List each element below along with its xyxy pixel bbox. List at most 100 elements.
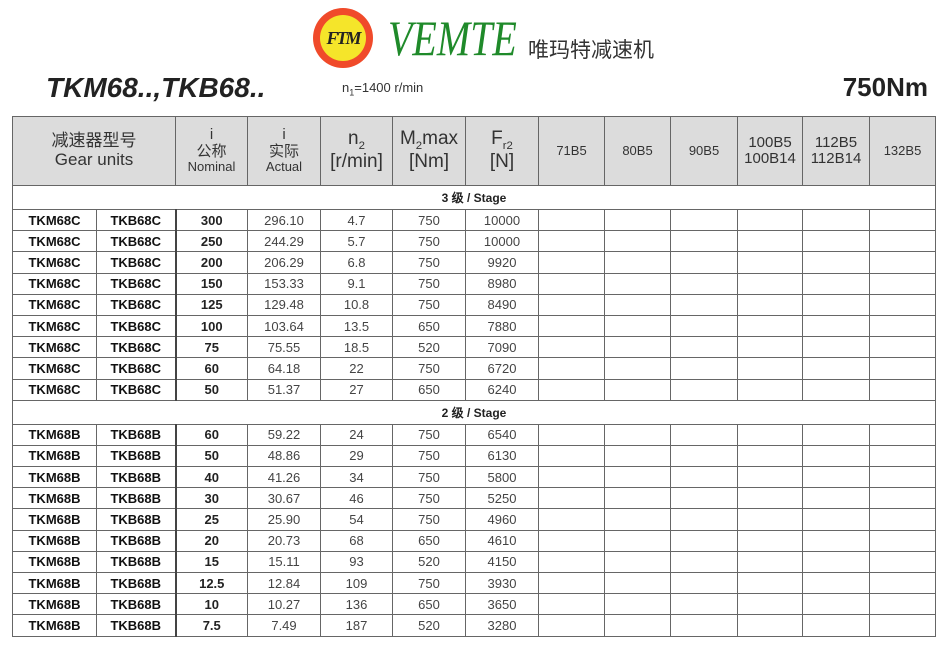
table-row: TKM68B TKB68B 7.5 7.49 187 520 3280 — [12, 614, 936, 637]
ratio-nominal: 250 — [174, 230, 248, 253]
max-torque: 750 — [392, 357, 466, 380]
motor-adapter-cell — [670, 571, 738, 595]
motor-adapter-cell — [737, 272, 803, 295]
max-torque: 750 — [392, 571, 466, 595]
radial-force: 4150 — [465, 550, 539, 574]
logo-mark: FTM — [326, 27, 361, 48]
table-row: TKM68C TKB68C 300 296.10 4.7 750 10000 — [12, 208, 936, 232]
motor-adapter-cell — [737, 614, 803, 637]
motor-adapter-cell — [737, 314, 803, 338]
motor-adapter-cell — [869, 314, 936, 338]
table-row: TKM68C TKB68C 125 129.48 10.8 750 8490 — [12, 293, 936, 316]
max-torque: 650 — [392, 593, 466, 616]
motor-adapter-cell — [802, 593, 870, 616]
col-112b5: 112B5 112B14 — [802, 116, 870, 186]
output-speed: 54 — [320, 508, 393, 531]
model-tkm: TKM68B — [12, 444, 97, 468]
ratio-nominal: 10 — [174, 593, 248, 616]
col-i-nominal: i 公称 Nominal — [175, 116, 248, 186]
ratio-actual: 244.29 — [247, 230, 321, 253]
stage-header-row: 3 级 / Stage — [12, 185, 936, 210]
output-speed: 187 — [320, 614, 393, 637]
ratio-actual: 129.48 — [247, 293, 321, 316]
radial-force: 5800 — [465, 466, 539, 489]
radial-force: 5250 — [465, 487, 539, 510]
max-torque: 750 — [392, 272, 466, 295]
radial-force: 3280 — [465, 614, 539, 637]
motor-adapter-cell — [538, 357, 605, 380]
ratio-nominal: 50 — [174, 444, 248, 468]
ratio-nominal: 15 — [174, 550, 248, 574]
motor-adapter-cell — [737, 423, 803, 446]
model-tkb: TKB68C — [96, 208, 176, 232]
table-row: TKM68B TKB68B 15 15.11 93 520 4150 — [12, 550, 936, 574]
motor-adapter-cell — [538, 314, 605, 338]
model-tkb: TKB68C — [96, 272, 176, 295]
output-speed: 109 — [320, 571, 393, 595]
table-row: TKM68C TKB68C 150 153.33 9.1 750 8980 — [12, 272, 936, 295]
motor-adapter-cell — [538, 508, 605, 531]
motor-adapter-cell — [737, 487, 803, 510]
model-tkb: TKB68C — [96, 251, 176, 274]
motor-adapter-cell — [670, 357, 738, 380]
ratio-nominal: 200 — [174, 251, 248, 274]
output-speed: 10.8 — [320, 293, 393, 316]
model-tkm: TKM68B — [12, 529, 97, 552]
stage-label: 3 级 / Stage — [12, 185, 936, 210]
table-row: TKM68B TKB68B 20 20.73 68 650 4610 — [12, 529, 936, 552]
motor-adapter-cell — [670, 466, 738, 489]
ratio-actual: 206.29 — [247, 251, 321, 274]
table-row: TKM68B TKB68B 30 30.67 46 750 5250 — [12, 487, 936, 510]
radial-force: 6130 — [465, 444, 539, 468]
motor-adapter-cell — [737, 571, 803, 595]
motor-adapter-cell — [869, 423, 936, 446]
stage-label: 2 级 / Stage — [12, 399, 936, 425]
output-speed: 18.5 — [320, 336, 393, 359]
output-speed: 22 — [320, 357, 393, 380]
max-torque: 650 — [392, 314, 466, 338]
motor-adapter-cell — [670, 208, 738, 232]
motor-adapter-cell — [604, 208, 671, 232]
motor-adapter-cell — [869, 378, 936, 401]
motor-adapter-cell — [869, 357, 936, 380]
radial-force: 6240 — [465, 378, 539, 401]
max-torque: 750 — [392, 423, 466, 446]
gear-units-table: 减速器型号 Gear units i 公称 Nominal i 实际 Actual n2[… — [12, 116, 936, 637]
output-speed: 93 — [320, 550, 393, 574]
motor-adapter-cell — [869, 593, 936, 616]
motor-adapter-cell — [737, 230, 803, 253]
motor-adapter-cell — [604, 336, 671, 359]
motor-adapter-cell — [604, 357, 671, 380]
ratio-nominal: 60 — [174, 357, 248, 380]
motor-adapter-cell — [802, 487, 870, 510]
model-tkb: TKB68C — [96, 357, 176, 380]
ratio-nominal: 30 — [174, 487, 248, 510]
model-tkm: TKM68C — [12, 357, 97, 380]
model-tkb: TKB68C — [96, 378, 176, 401]
model-tkm: TKM68B — [12, 571, 97, 595]
output-speed: 4.7 — [320, 208, 393, 232]
motor-adapter-cell — [604, 571, 671, 595]
max-torque: 520 — [392, 336, 466, 359]
model-tkm: TKM68C — [12, 251, 97, 274]
motor-adapter-cell — [670, 336, 738, 359]
ratio-actual: 10.27 — [247, 593, 321, 616]
motor-adapter-cell — [538, 336, 605, 359]
model-tkb: TKB68B — [96, 508, 176, 531]
motor-adapter-cell — [802, 378, 870, 401]
motor-adapter-cell — [670, 314, 738, 338]
table-row: TKM68B TKB68B 12.5 12.84 109 750 3930 — [12, 571, 936, 595]
table-row: TKM68B TKB68B 40 41.26 34 750 5800 — [12, 466, 936, 489]
motor-adapter-cell — [869, 508, 936, 531]
radial-force: 6720 — [465, 357, 539, 380]
ratio-actual: 75.55 — [247, 336, 321, 359]
motor-adapter-cell — [670, 293, 738, 316]
table-row: TKM68C TKB68C 100 103.64 13.5 650 7880 — [12, 314, 936, 338]
motor-adapter-cell — [538, 550, 605, 574]
output-speed: 46 — [320, 487, 393, 510]
output-speed: 6.8 — [320, 251, 393, 274]
motor-adapter-cell — [670, 272, 738, 295]
motor-adapter-cell — [670, 614, 738, 637]
model-tkm: TKM68B — [12, 508, 97, 531]
radial-force: 8490 — [465, 293, 539, 316]
